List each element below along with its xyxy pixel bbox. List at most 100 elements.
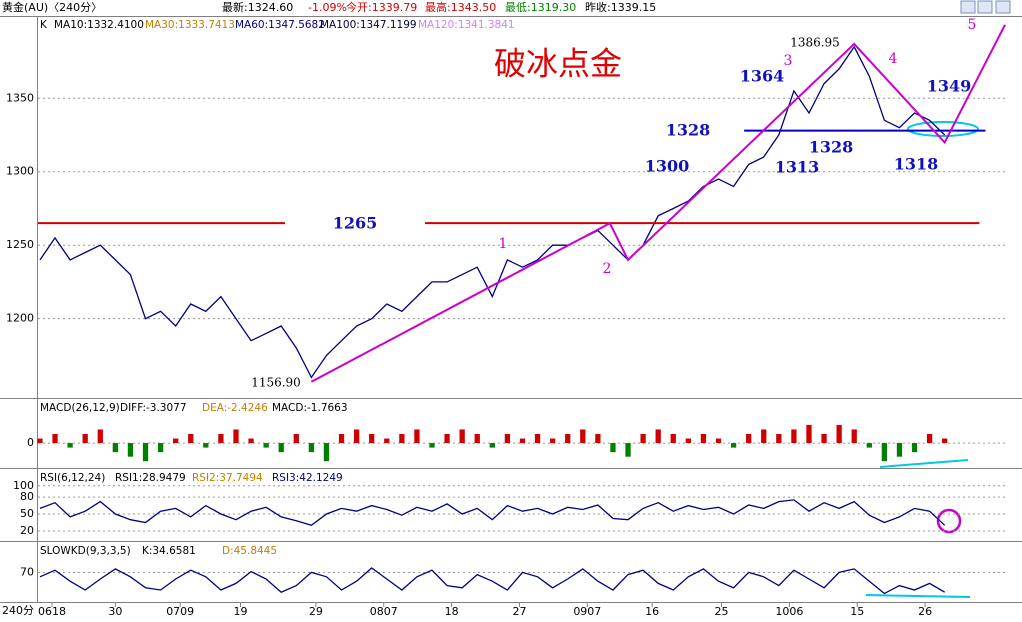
macd-bar bbox=[82, 434, 88, 444]
annotation-label: 1 bbox=[499, 236, 508, 252]
legend-item: K bbox=[40, 19, 48, 31]
period-label: 240分 bbox=[2, 604, 34, 617]
macd-bar bbox=[127, 443, 134, 457]
annotation-label: 1328 bbox=[809, 138, 854, 157]
quote-item: 最新:1324.60 bbox=[222, 0, 293, 14]
annotation-label: 1265 bbox=[333, 214, 378, 233]
quote-item: 最高:1343.50 bbox=[425, 0, 496, 14]
macd-bar bbox=[519, 438, 526, 444]
macd-bar bbox=[715, 438, 722, 444]
wave-line bbox=[310, 24, 1006, 383]
macd-bar bbox=[942, 438, 948, 444]
macd-bar bbox=[534, 434, 541, 444]
macd-bar bbox=[444, 434, 450, 444]
macd-bar bbox=[806, 424, 812, 444]
price-line bbox=[39, 567, 946, 595]
price-line bbox=[39, 45, 946, 379]
legend-item: DIFF:-3.3077 bbox=[120, 402, 187, 414]
next-button[interactable] bbox=[977, 0, 993, 14]
macd-bar bbox=[791, 429, 797, 444]
legend-item: MA30:1333.7413 bbox=[145, 19, 235, 31]
macd-bar bbox=[474, 434, 480, 444]
annotation-label: 1328 bbox=[666, 121, 711, 140]
legend-item: RSI(6,12,24) bbox=[40, 472, 105, 484]
legend-item: MA10:1332.4100 bbox=[54, 19, 144, 31]
macd-bar bbox=[911, 443, 918, 453]
macd-bar bbox=[278, 443, 284, 453]
macd-bar bbox=[323, 443, 330, 462]
macd-bar bbox=[851, 429, 857, 444]
macd-bar bbox=[157, 443, 164, 453]
macd-bar bbox=[685, 438, 691, 444]
legend-item: D:45.8445 bbox=[222, 545, 277, 557]
legend-item: MA60:1347.5682 bbox=[235, 19, 325, 31]
label-background bbox=[285, 215, 425, 233]
macd-bar bbox=[263, 443, 269, 448]
macd-bar bbox=[37, 438, 43, 444]
macd-bar bbox=[173, 438, 179, 444]
x-tick-label: 30 bbox=[108, 605, 122, 618]
macd-bar bbox=[670, 434, 676, 444]
macd-bar bbox=[142, 443, 149, 462]
legend-item: MACD:-1.7663 bbox=[272, 402, 348, 414]
macd-bar bbox=[67, 443, 73, 448]
macd-bar bbox=[188, 434, 194, 444]
macd-bar bbox=[836, 424, 842, 444]
x-tick-label: 27 bbox=[512, 605, 526, 618]
y-tick-label: 0 bbox=[27, 436, 34, 449]
macd-bar bbox=[338, 434, 345, 444]
legend-item: K:34.6581 bbox=[142, 545, 196, 557]
y-tick-label: 1250 bbox=[6, 238, 34, 251]
macd-bar bbox=[308, 443, 315, 453]
macd-bar bbox=[112, 443, 118, 453]
macd-bar bbox=[610, 443, 616, 453]
legend-item: MA100:1347.1199 bbox=[320, 19, 417, 31]
quote-item: 今开:1339.79 bbox=[346, 0, 417, 14]
macd-bar bbox=[399, 434, 405, 444]
macd-bar bbox=[595, 434, 601, 444]
x-tick-label: 0907 bbox=[573, 605, 601, 618]
y-tick-label: 50 bbox=[20, 507, 34, 520]
macd-bar bbox=[248, 438, 254, 444]
legend-item: RSI3:42.1249 bbox=[272, 472, 343, 484]
macd-bar bbox=[459, 429, 465, 444]
y-tick-label: 100 bbox=[13, 479, 34, 492]
x-tick-label: 0709 bbox=[166, 605, 194, 618]
x-tick-label: 29 bbox=[309, 605, 323, 618]
macd-bar bbox=[233, 429, 239, 444]
macd-bar bbox=[866, 443, 872, 448]
maximize-button[interactable] bbox=[995, 0, 1011, 14]
macd-bar bbox=[369, 434, 375, 444]
macd-bar bbox=[52, 434, 58, 444]
window-buttons[interactable] bbox=[960, 0, 1011, 14]
annotation-label: 5 bbox=[968, 17, 977, 33]
macd-bar bbox=[746, 434, 752, 444]
annotation-label: 1349 bbox=[927, 77, 972, 96]
annotation-label: 1313 bbox=[775, 158, 820, 177]
x-tick-label: 19 bbox=[234, 605, 248, 618]
annotation-label: 2 bbox=[603, 261, 612, 277]
x-tick-label: 15 bbox=[850, 605, 864, 618]
macd-bar bbox=[414, 429, 420, 444]
y-tick-label: 20 bbox=[20, 524, 34, 537]
y-tick-label: 1350 bbox=[6, 91, 34, 104]
macd-bar bbox=[97, 429, 103, 444]
y-tick-label: 80 bbox=[20, 490, 34, 503]
annotation-label: 1156.90 bbox=[251, 376, 301, 390]
quote-item: 昨收:1339.15 bbox=[585, 0, 656, 14]
y-tick-label: 1300 bbox=[6, 165, 34, 178]
legend-item: DEA:-2.4246 bbox=[202, 402, 268, 414]
macd-bar bbox=[640, 434, 646, 444]
annotation-label: 1386.95 bbox=[790, 36, 840, 50]
x-tick-label: 16 bbox=[645, 605, 659, 618]
macd-bar bbox=[730, 443, 737, 448]
highlight-ellipse bbox=[907, 121, 979, 137]
macd-bar bbox=[761, 429, 767, 444]
annotation-label: 1318 bbox=[894, 155, 939, 174]
macd-bar bbox=[821, 434, 827, 444]
chart-title: 破冰点金 bbox=[494, 45, 622, 83]
legend-item: MACD(26,12,9) bbox=[40, 402, 120, 414]
macd-bar bbox=[580, 429, 586, 444]
prev-button[interactable] bbox=[960, 0, 976, 14]
